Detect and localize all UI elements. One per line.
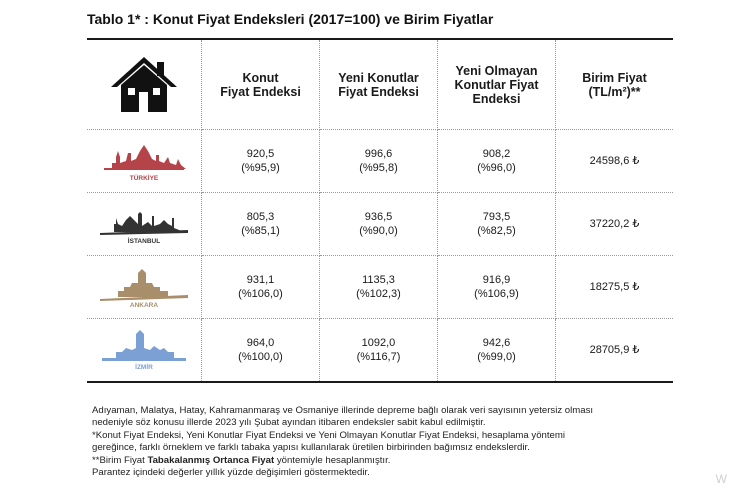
table-bottom-rule [87,381,673,383]
table-title: Tablo 1* : Konut Fiyat Endeksleri (2017=… [87,11,494,27]
izmir-yeni-olmayan: 942,6 (%99,0) [438,319,556,381]
svg-text:İSTANBUL: İSTANBUL [128,237,160,245]
note-line-6: Parantez içindeki değerler yıllık yüzde … [92,467,370,479]
svg-text:TÜRKİYE: TÜRKİYE [130,173,159,182]
izmir-skyline-icon: İZMİR [102,330,186,371]
turkiye-birim: 24598,6 ₺ [556,130,673,193]
house-icon [111,56,177,112]
svg-text:İZMİR: İZMİR [135,363,153,371]
ankara-yeni-olmayan: 916,9 (%106,9) [438,256,556,319]
izmir-konut: 964,0 (%100,0) [202,319,320,381]
header-yeni-olmayan: Yeni Olmayan Konutlar Fiyat Endeksi [438,40,556,130]
ankara-konut: 931,1 (%106,0) [202,256,320,319]
istanbul-yeni-olmayan: 793,5 (%82,5) [438,193,556,256]
note-line-1: Adıyaman, Malatya, Hatay, Kahramanmaraş … [92,405,594,416]
table-top-rule [87,38,673,40]
izmir-yeni: 1092,0 (%116,7) [320,319,438,381]
footnotes: Adıyaman, Malatya, Hatay, Kahramanmaraş … [92,405,692,479]
city-logo-turkiye: TÜRKİYE [87,130,202,193]
turkiye-konut: 920,5 (%95,9) [202,130,320,193]
turkiye-yeni-olmayan: 908,2 (%96,0) [438,130,556,193]
price-index-table: Konut Fiyat Endeksi Yeni Konutlar Fiyat En… [87,40,673,381]
turkiye-skyline-icon: TÜRKİYE [102,145,186,182]
turkiye-yeni: 996,6 (%95,8) [320,130,438,193]
istanbul-skyline-icon: İSTANBUL [100,212,188,245]
ankara-yeni: 1135,3 (%102,3) [320,256,438,319]
header-yeni-konutlar: Yeni Konutlar Fiyat Endeksi [320,40,438,130]
header-house-cell [87,40,202,130]
note-line-5: **Birim Fiyat Tabakalanmış Ortanca Fiyat… [92,454,391,466]
ankara-skyline-icon: ANKARA [100,269,188,309]
note-line-3: *Konut Fiyat Endeksi, Yeni Konutlar Fiya… [92,429,566,441]
istanbul-birim: 37220,2 ₺ [556,193,673,256]
city-logo-istanbul: İSTANBUL [87,193,202,256]
city-logo-izmir: İZMİR [87,319,202,381]
header-konut-fiyat-endeksi: Konut Fiyat Endeksi [202,40,320,130]
istanbul-konut: 805,3 (%85,1) [202,193,320,256]
header-birim-fiyat: Birim Fiyat (TL/m²)** [556,40,673,130]
izmir-birim: 28705,9 ₺ [589,344,640,356]
note-line-2: nedeniyle söz konusu illerde 2023 yılı Ş… [92,417,486,429]
city-logo-ankara: ANKARA [87,256,202,319]
ankara-birim: 18275,5 ₺ [556,256,673,319]
istanbul-yeni: 936,5 (%90,0) [320,193,438,256]
watermark: W [715,472,727,486]
svg-text:ANKARA: ANKARA [130,302,158,309]
note-line-4: gereğince, farklı örneklem ve farklı tab… [92,442,530,454]
